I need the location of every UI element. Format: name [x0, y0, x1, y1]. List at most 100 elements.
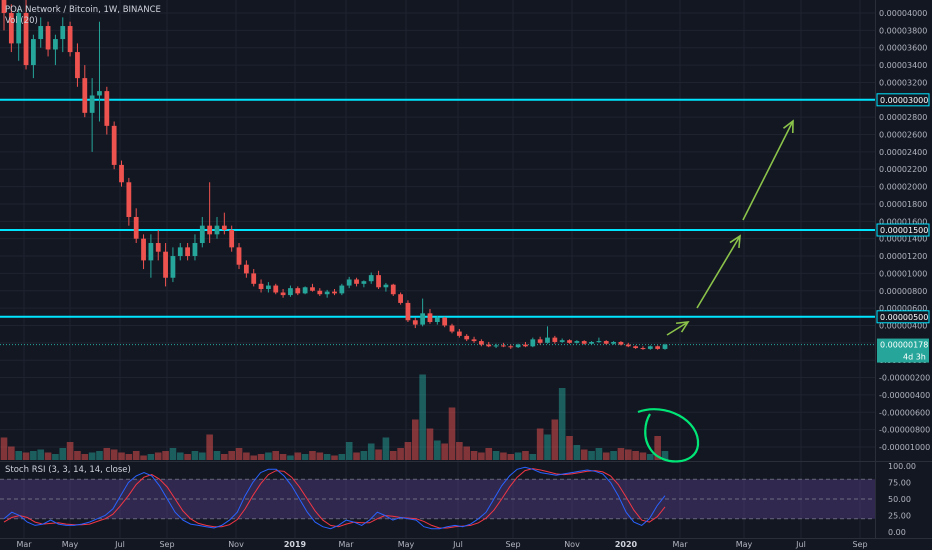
volume-bar [52, 454, 59, 460]
candle-body [420, 313, 426, 325]
stoch-tick-label: 0.00 [888, 528, 906, 537]
candle-body [45, 26, 51, 50]
candle-body [354, 279, 359, 284]
stoch-k-line [3, 466, 666, 530]
price-tick-label: 0.00003400 [879, 61, 927, 70]
volume-bar [103, 448, 111, 460]
volume-bar [434, 440, 441, 460]
volume-bar [500, 452, 507, 460]
annotations [637, 119, 794, 463]
candle-body [581, 341, 587, 344]
time-tick-label: May [736, 540, 753, 549]
stoch-tick-label: 100.00 [888, 462, 916, 471]
stoch-axis: 100.00 75.00 50.00 25.00 0.00 [888, 462, 916, 537]
candle-body [214, 225, 220, 235]
current-price-box [877, 338, 929, 363]
volume-bar [125, 454, 133, 460]
candle-body [493, 345, 499, 347]
candle-body [16, 13, 22, 44]
volume-bar [323, 454, 331, 460]
price-tick-label: 0.00003200 [879, 78, 927, 87]
time-tick-label: Mar [338, 540, 354, 549]
candle-body [376, 275, 381, 288]
volume-bar [522, 451, 529, 460]
candle-body [38, 26, 44, 40]
candle-body [155, 243, 161, 252]
volume-bar [463, 446, 471, 460]
candle-body [346, 279, 352, 286]
time-tick-label: 2020 [615, 540, 638, 549]
volume-bar [331, 455, 338, 460]
candle-body [427, 313, 433, 322]
volume-bar [617, 448, 625, 460]
volume-bar [272, 451, 280, 460]
volume-bar [411, 419, 419, 460]
candle-body [567, 340, 572, 343]
candle-body [361, 281, 367, 284]
volume-bar [338, 454, 346, 460]
candle-body [8, 13, 14, 44]
candle-body [647, 346, 653, 349]
volume-bar [184, 454, 191, 460]
candle-body [589, 341, 594, 344]
candle-body [456, 331, 462, 336]
candle-body [141, 238, 146, 261]
volume-bar [470, 451, 478, 460]
candle-body [317, 290, 323, 295]
candle-body [199, 225, 205, 244]
volume-bar [353, 452, 360, 460]
candle-body [163, 251, 168, 278]
time-tick-label: Jul [114, 540, 125, 549]
candle-body [177, 247, 183, 257]
level-price-box [876, 93, 930, 107]
level-price-label: 0.00001500 [880, 226, 928, 235]
volume-bar [147, 454, 155, 460]
candle-body [596, 341, 602, 343]
projection-arrow-2-head [729, 234, 741, 249]
candle-body [89, 95, 95, 113]
volume-bar [169, 448, 177, 460]
volume-bar [22, 452, 30, 460]
candle-body [398, 294, 403, 303]
volume-bar [235, 448, 243, 460]
candle-body [574, 341, 580, 343]
volume-bar [529, 454, 537, 460]
time-tick-label: May [398, 540, 415, 549]
volume-bar [580, 449, 588, 460]
candle-body [368, 275, 374, 282]
volume-bar [110, 449, 118, 460]
volume-bar [257, 454, 265, 460]
stoch-tick-label: 25.00 [888, 512, 911, 521]
price-axis: 0.00004000 0.00003800 0.00003600 0.00003400… [876, 9, 930, 452]
volume-bar [551, 419, 559, 460]
projection-arrow-3-head [782, 119, 794, 134]
volume-bar [243, 452, 250, 460]
level-price-label: 0.00000500 [880, 313, 928, 322]
volume-bar [309, 451, 316, 460]
candle-body [523, 344, 528, 347]
stoch-rsi-lines [3, 466, 666, 530]
candle-body [133, 216, 139, 239]
volume-bar [624, 449, 632, 460]
candle-body [288, 288, 293, 296]
time-tick-label: Jul [795, 540, 806, 549]
candle-body [243, 264, 249, 274]
volume-bar [485, 448, 493, 460]
volume-bar [140, 455, 147, 460]
candle-body [611, 341, 616, 344]
level-price-label: 0.00003000 [880, 96, 928, 105]
volume-bar [448, 407, 456, 460]
candle-body [1, 0, 7, 14]
price-tick-label: -0.00001000 [879, 443, 930, 452]
volume-bar [30, 451, 37, 460]
price-tick-label: 0.00004000 [879, 9, 927, 18]
volume-bar [162, 451, 169, 460]
candle-body [640, 348, 646, 350]
price-tick-label: -0.00000800 [879, 426, 930, 435]
volume-bar [632, 451, 639, 460]
candle-body [170, 256, 176, 278]
volume-bar [404, 442, 412, 460]
volume-bar [176, 452, 184, 460]
volume-bar [96, 451, 103, 460]
